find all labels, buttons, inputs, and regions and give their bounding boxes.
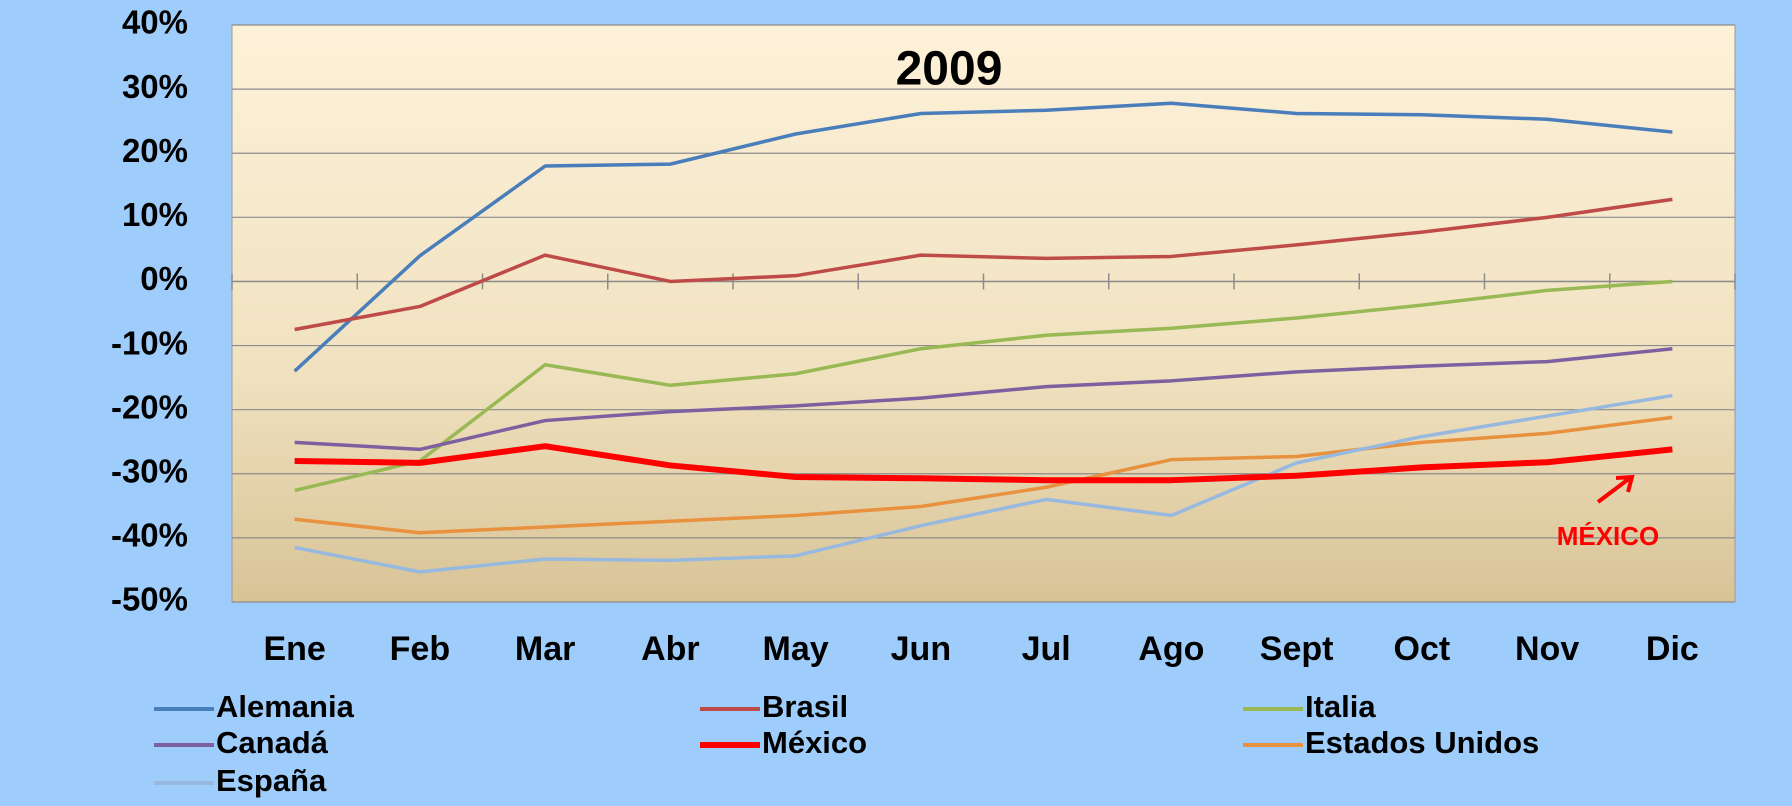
legend-label: Estados Unidos <box>1305 725 1539 760</box>
x-tick-label: May <box>763 630 829 668</box>
series-line <box>294 443 1673 484</box>
annotation-arrow <box>1596 474 1635 504</box>
legend-label: España <box>216 763 327 798</box>
legend-label: Brasil <box>762 689 848 724</box>
chart-title: 2009 <box>896 43 1003 96</box>
y-tick-label: 30% <box>122 68 188 105</box>
series-line <box>293 101 1673 373</box>
x-tick-label: Oct <box>1394 630 1451 668</box>
series-line <box>294 347 1673 452</box>
series-line <box>294 393 1673 574</box>
y-tick-label: 20% <box>122 132 188 169</box>
plot-area <box>231 24 1736 603</box>
y-tick-label: 40% <box>122 4 188 41</box>
x-tick-label: Nov <box>1515 630 1579 668</box>
y-tick-label: 0% <box>140 260 188 297</box>
annotation: MÉXICO <box>1557 521 1660 551</box>
x-tick-label: Mar <box>515 630 575 668</box>
legend-label: Canadá <box>216 725 329 760</box>
legend-label: Alemania <box>216 689 355 724</box>
x-tick-label: Sept <box>1260 630 1334 668</box>
legend-label: México <box>762 725 867 760</box>
legend-label: Italia <box>1305 689 1376 724</box>
x-tick-label: Ene <box>263 630 325 668</box>
y-tick-label: -50% <box>111 581 188 618</box>
y-tick-label: -40% <box>111 517 188 554</box>
series-line <box>294 415 1673 535</box>
x-tick-label: Abr <box>641 630 700 668</box>
y-tick-label: -10% <box>111 324 188 361</box>
x-tick-label: Jul <box>1022 630 1071 668</box>
y-tick-label: 10% <box>122 196 188 233</box>
y-tick-label: -30% <box>111 452 188 489</box>
series-line <box>294 279 1673 493</box>
series-line <box>294 197 1673 332</box>
x-tick-label: Dic <box>1646 630 1699 668</box>
x-tick-label: Feb <box>390 630 450 668</box>
x-tick-label: Jun <box>891 630 951 668</box>
y-tick-label: -20% <box>111 388 188 425</box>
x-tick-label: Ago <box>1138 630 1204 668</box>
